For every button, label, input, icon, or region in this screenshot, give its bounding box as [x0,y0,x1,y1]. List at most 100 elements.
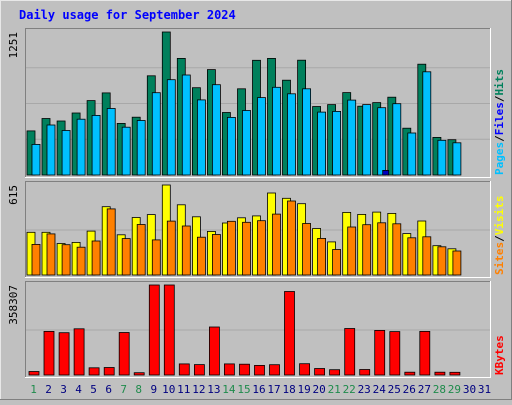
bar-files-day-24 [377,107,387,176]
label-separator: / [493,135,506,142]
day-label-8: 8 [135,383,142,396]
day-label-9: 9 [150,383,157,396]
bar-sites-day-2 [46,233,56,276]
bar-files-day-5 [91,115,101,176]
bar-files-day-19 [302,88,312,176]
bar-files-day-15 [242,110,251,176]
bar-files-day-12 [196,99,206,176]
bar-files-day-27 [422,71,432,176]
bar-sites-day-15 [242,221,251,276]
day-label-12: 12 [192,383,205,396]
panel-series-label: KBytes [493,335,506,375]
day-labels: 1 2 3 4 5 6 7 8 9 10 11 12 13 14 15 16 17 18 19 20 21 22 23 24 2… [30,383,491,396]
bar-files-day-7 [121,126,131,176]
bar-kbytes-day-7 [118,332,130,376]
bar-files-day-4 [76,118,86,176]
bar-kbytes-day-25 [389,331,401,376]
bar-sites-day-26 [407,237,417,276]
panel-max-label: 615 [7,185,20,205]
day-label-4: 4 [75,383,82,396]
panel-series-label: Sites/Visits [493,196,506,276]
bar-sites-day-6 [106,208,116,276]
bar-kbytes-day-17 [269,364,280,376]
panel-max-label: 1251 [7,32,20,59]
day-label-27: 27 [418,383,431,396]
day-label-21: 21 [328,383,341,396]
bar-sites-day-21 [332,249,342,276]
label-separator: / [493,235,506,242]
bar-pages-day-24 [382,169,390,176]
bar-sites-day-22 [347,226,357,276]
bar-files-day-2 [46,124,56,176]
panel-series-label: Pages/Files/Hits [493,69,506,175]
bar-kbytes-day-8 [133,372,145,376]
bar-sites-day-25 [392,223,402,276]
bar-kbytes-day-14 [223,363,235,376]
bar-files-day-20 [317,111,327,176]
day-label-23: 23 [358,383,371,396]
bar-sites-day-16 [257,220,266,276]
bar-kbytes-day-1 [28,371,40,376]
bar-kbytes-day-29 [449,371,461,376]
day-label-10: 10 [162,383,175,396]
bar-kbytes-day-23 [359,369,371,376]
day-label-25: 25 [388,383,401,396]
bar-kbytes-day-5 [88,367,100,376]
bar-sites-day-12 [196,236,206,276]
bar-files-day-23 [362,104,372,176]
bar-kbytes-day-26 [404,371,416,376]
bar-sites-day-10 [166,220,176,276]
bar-files-day-10 [166,79,176,176]
bar-sites-day-17 [272,213,281,276]
day-label-16: 16 [252,383,265,396]
day-label-31: 31 [478,383,491,396]
bar-sites-day-18 [287,200,296,276]
bar-files-day-21 [332,111,342,176]
day-label-7: 7 [120,383,127,396]
label-pages: Pages [493,142,506,175]
bar-sites-day-7 [121,238,131,276]
bar-kbytes-day-28 [434,371,446,376]
bar-files-day-26 [407,132,417,176]
bar-kbytes-day-11 [178,363,190,376]
day-label-1: 1 [30,383,37,396]
chart-title: Daily usage for September 2024 [19,8,236,22]
bar-sites-day-20 [317,237,327,276]
panel-kbytes: 358307 KBytes [7,281,506,378]
day-label-18: 18 [282,383,295,396]
bar-files-day-1 [31,143,41,176]
bar-sites-day-4 [76,246,86,276]
day-label-15: 15 [237,383,250,396]
bar-files-day-22 [347,99,357,176]
bar-kbytes-day-20 [314,368,326,376]
day-label-22: 22 [343,383,356,396]
bar-sites-day-19 [302,223,312,276]
bar-sites-day-5 [91,240,101,276]
bar-kbytes-day-13 [208,326,220,376]
bar-kbytes-day-19 [299,363,311,376]
label-visits: Visits [493,196,506,236]
day-label-14: 14 [222,383,236,396]
bar-sites-day-28 [437,246,447,276]
bar-sites-day-11 [181,225,191,276]
bar-files-day-29 [452,142,462,176]
bar-files-day-8 [136,120,146,176]
day-label-28: 28 [433,383,446,396]
bar-kbytes-day-4 [73,328,85,376]
day-label-24: 24 [373,383,387,396]
bar-sites-day-8 [136,224,146,276]
bar-kbytes-day-10 [163,284,175,376]
bar-sites-day-23 [362,224,372,276]
label-sites: Sites [493,242,506,275]
day-label-29: 29 [448,383,461,396]
bar-files-day-6 [106,108,116,176]
day-label-17: 17 [267,383,280,396]
bar-files-day-28 [437,139,447,176]
bar-files-day-11 [181,74,191,176]
bar-sites-day-29 [452,250,462,276]
bar-kbytes-day-16 [254,364,265,376]
bar-files-day-18 [287,93,296,176]
label-files: Files [493,102,506,135]
